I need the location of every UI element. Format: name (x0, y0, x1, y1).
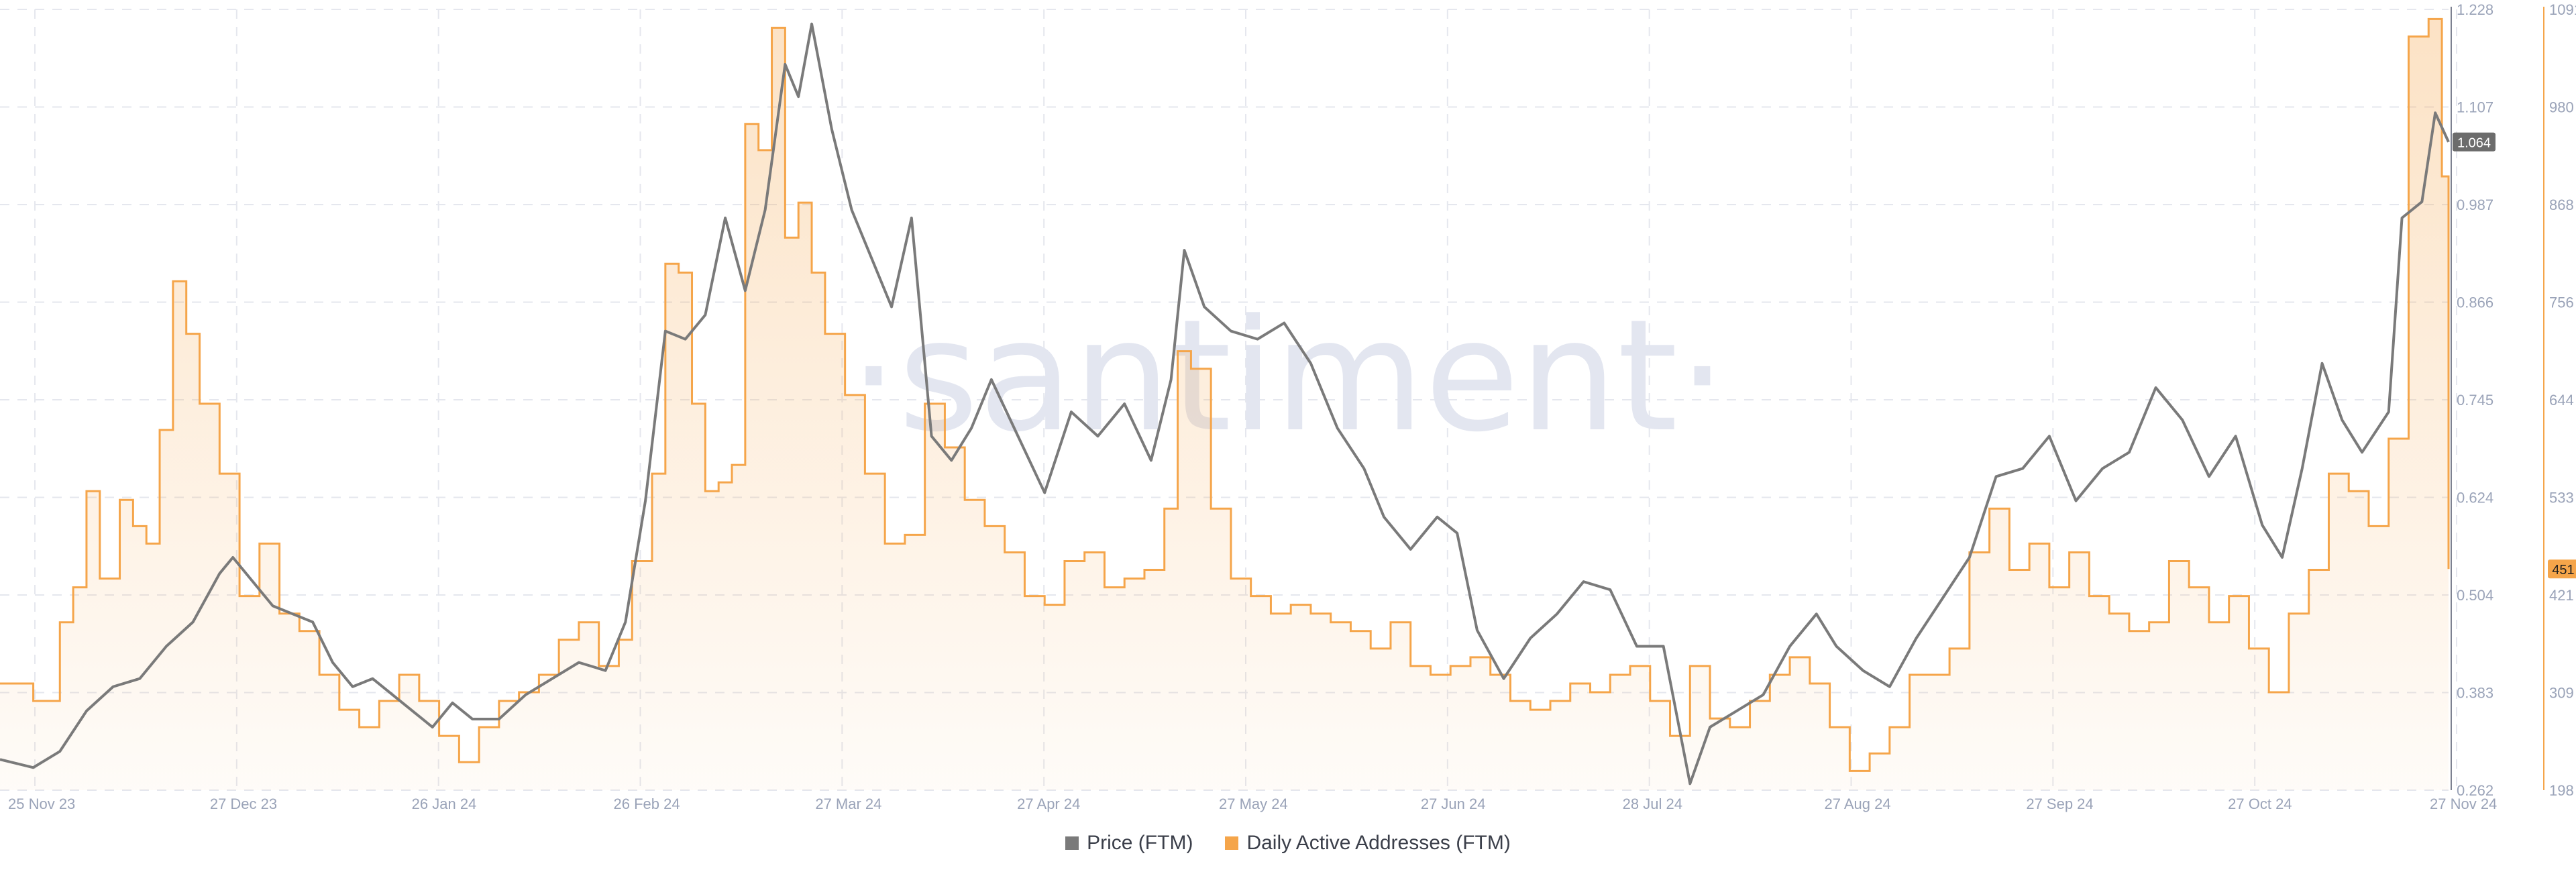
y-tick-left: 0.504 (2457, 587, 2493, 604)
price-series (0, 22, 2450, 785)
y-tick-right: 756 (2549, 294, 2574, 311)
daa-line (0, 17, 2450, 772)
y-tick-right: 421 (2549, 587, 2574, 604)
x-tick: 27 Apr 24 (1017, 796, 1080, 812)
price-current-badge (2453, 132, 2496, 152)
x-tick: 27 Mar 24 (815, 796, 881, 812)
y-tick-right: 868 (2549, 197, 2574, 213)
y-tick-left: 0.987 (2457, 197, 2493, 213)
y-tick-left: 0.866 (2457, 294, 2493, 311)
axes: 1.228 1.107 0.987 0.866 0.745 0.624 0.504 0.383… (8, 1, 2576, 812)
x-tick: 27 May 24 (1219, 796, 1288, 812)
daa-area (0, 19, 2449, 791)
y-tick-right: 533 (2549, 490, 2574, 506)
legend-item-price[interactable]: Price (FTM) (1065, 832, 1193, 855)
daa-current-badge (2548, 559, 2576, 579)
santiment-watermark: ·santiment· (849, 287, 1727, 466)
x-tick: 28 Jul 24 (1623, 796, 1682, 812)
y-tick-right: 309 (2549, 685, 2574, 702)
y-tick-right: 198 (2549, 782, 2574, 799)
y-tick-left: 0.383 (2457, 685, 2493, 702)
price-current-value: 1.064 (2457, 136, 2491, 151)
legend-label-daa: Daily Active Addresses (FTM) (1246, 832, 1511, 854)
x-tick: 27 Sep 24 (2026, 796, 2093, 812)
y-tick-left: 1.228 (2457, 1, 2493, 18)
y-tick-left: 0.262 (2457, 782, 2493, 799)
x-tick: 27 Oct 24 (2228, 796, 2292, 812)
legend-swatch-price (1065, 836, 1079, 850)
price-line (0, 22, 2450, 785)
x-tick: 27 Dec 23 (210, 796, 277, 812)
legend-label-price: Price (FTM) (1087, 832, 1193, 854)
daa-series (0, 17, 2450, 791)
y-tick-left: 1.107 (2457, 99, 2493, 116)
legend-item-daa[interactable]: Daily Active Addresses (FTM) (1225, 832, 1511, 855)
x-tick: 25 Nov 23 (8, 796, 75, 812)
x-tick: 27 Jun 24 (1421, 796, 1486, 812)
current-value-labels: 1.064 451 (2453, 132, 2576, 579)
x-tick: 27 Nov 24 (2430, 796, 2497, 812)
y-tick-left: 0.624 (2457, 490, 2493, 506)
legend: Price (FTM) Daily Active Addresses (FTM) (0, 832, 2576, 855)
x-tick: 26 Jan 24 (412, 796, 477, 812)
x-tick: 27 Aug 24 (1825, 796, 1891, 812)
y-tick-right: 980 (2549, 99, 2574, 116)
legend-swatch-daa (1225, 836, 1239, 850)
y-tick-right: 1091 (2549, 1, 2576, 18)
x-tick: 26 Feb 24 (614, 796, 680, 812)
daa-current-value: 451 (2552, 563, 2574, 578)
y-tick-left: 0.745 (2457, 392, 2493, 408)
y-tick-right: 644 (2549, 392, 2574, 408)
